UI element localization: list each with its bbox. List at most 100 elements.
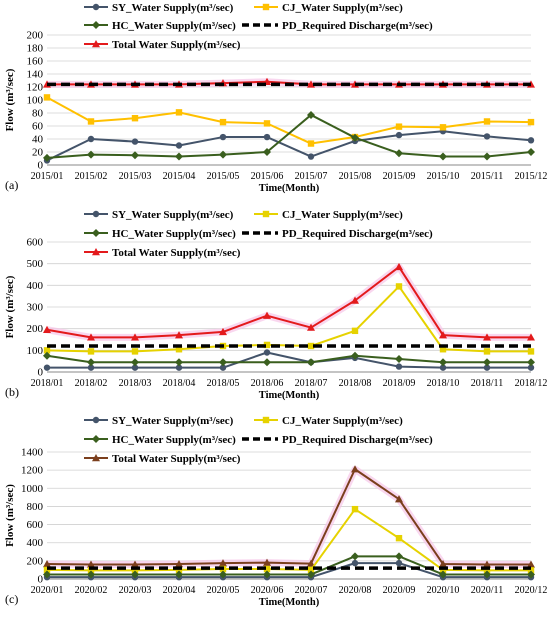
data-point (483, 570, 491, 579)
data-point (175, 346, 183, 353)
y-axis-label: Flow (m³/sec) (4, 484, 16, 547)
y-tick-label: 400 (27, 280, 44, 292)
data-point (351, 552, 359, 561)
y-tick-label: 80 (32, 108, 44, 120)
data-point (219, 364, 227, 371)
data-point (527, 137, 535, 144)
x-tick-label: 2020/07 (295, 585, 328, 596)
y-tick-label: 0 (38, 574, 44, 586)
data-point (87, 560, 95, 568)
x-tick-label: 2018/09 (383, 378, 416, 389)
series-glow (46, 263, 531, 341)
y-tick-label: 40 (32, 134, 44, 146)
y-tick-label: 0 (38, 160, 44, 172)
data-point (439, 152, 447, 161)
x-tick-label: 2018/11 (471, 378, 503, 389)
y-tick-label: 500 (27, 258, 44, 270)
legend-marker (262, 3, 270, 11)
series-line (46, 130, 532, 162)
data-point (43, 153, 51, 162)
data-point (439, 124, 447, 131)
y-tick-label: 140 (27, 69, 44, 81)
x-tick-label: 2015/12 (515, 171, 548, 182)
legend-entry: Total Water Supply(m³/sec) (84, 39, 241, 51)
x-axis-label: Time(Month) (259, 183, 320, 194)
y-tick-label: 300 (27, 302, 44, 314)
legend-label: PD_Required Discharge(m³/sec) (282, 434, 433, 446)
legend-label: CJ_Water Supply(m³/sec) (282, 209, 403, 221)
data-point (483, 567, 491, 574)
data-point (131, 560, 139, 568)
data-point (395, 363, 403, 370)
data-point (527, 570, 535, 579)
legend-label: SY_Water Supply(m³/sec) (112, 209, 234, 221)
data-point (527, 333, 535, 341)
x-axis-label: Time(Month) (259, 390, 320, 401)
data-point (395, 534, 403, 542)
data-point (307, 559, 315, 567)
x-tick-label: 2015/01 (31, 171, 64, 182)
y-axis-label: Flow (m³/sec) (4, 275, 16, 338)
data-point (483, 333, 491, 341)
data-point (351, 505, 359, 513)
data-point (483, 364, 491, 371)
series-line (47, 351, 531, 369)
data-point (219, 118, 227, 126)
legend-entry: PD_Required Discharge(m³/sec) (242, 228, 433, 240)
data-point (527, 148, 535, 156)
x-tick-label: 2020/04 (163, 585, 196, 596)
x-tick-label: 2018/04 (163, 378, 196, 389)
panel-label: (a) (5, 178, 18, 192)
legend-label: PD_Required Discharge(m³/sec) (282, 228, 433, 240)
series-line (46, 113, 532, 159)
data-point (219, 327, 227, 336)
series-line (47, 562, 531, 579)
data-point (43, 566, 51, 574)
data-point (131, 333, 139, 341)
data-point (175, 560, 183, 568)
data-point (43, 94, 51, 101)
data-point (219, 133, 227, 141)
data-point (175, 358, 183, 367)
data-point (439, 331, 447, 339)
panel-label: (c) (5, 592, 18, 606)
data-point (43, 570, 51, 579)
data-point (395, 355, 403, 363)
data-point (439, 566, 447, 574)
chart-panel-3: 0 200 400 600 800 1000 1200 1400 2020/01 2020/02 2… (4, 415, 547, 608)
x-tick-label: 2015/05 (207, 171, 240, 182)
data-point (395, 123, 403, 130)
data-point (263, 311, 271, 319)
data-point (263, 349, 271, 356)
data-point (131, 570, 139, 579)
legend-label: HC_Water Supply(m³/sec) (112, 20, 236, 32)
data-point (527, 364, 535, 371)
data-point (483, 560, 491, 568)
x-tick-label: 2018/02 (75, 378, 108, 389)
x-tick-label: 2015/06 (251, 171, 284, 182)
data-point (175, 570, 183, 579)
data-point (175, 364, 183, 371)
x-tick-label: 2018/03 (119, 378, 152, 389)
data-point (175, 142, 183, 149)
data-point (439, 358, 447, 367)
data-point (351, 296, 359, 304)
data-point (87, 358, 95, 367)
data-point (439, 346, 447, 353)
x-tick-label: 2020/12 (515, 585, 548, 596)
data-point (175, 331, 183, 339)
data-point (351, 559, 359, 567)
x-tick-label: 2020/03 (119, 585, 152, 596)
y-tick-label: 100 (27, 345, 44, 357)
legend-entry: PD_Required Discharge(m³/sec) (242, 20, 433, 32)
legend-entry: SY_Water Supply(m³/sec) (84, 209, 234, 221)
legend-marker (92, 416, 100, 424)
data-point (219, 358, 227, 367)
data-point (263, 133, 271, 141)
x-tick-label: 2020/06 (251, 585, 284, 596)
legend-marker (92, 210, 100, 218)
data-point (131, 358, 139, 367)
data-point (263, 148, 271, 156)
data-point (87, 570, 95, 579)
data-point (87, 135, 95, 143)
